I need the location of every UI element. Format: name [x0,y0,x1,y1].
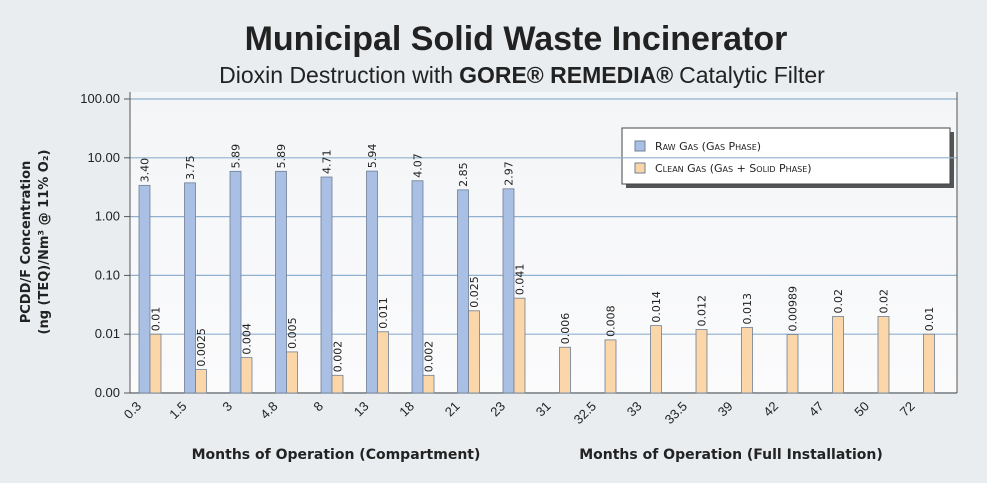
bar [468,310,480,394]
bar [650,325,662,394]
value-label: 0.0025 [195,328,208,367]
value-label: 0.002 [332,341,345,373]
x-tick-label: 13 [351,399,372,420]
subtitle-part: Catalytic Filter [679,62,825,88]
x-tick-label: 3 [219,399,235,415]
bar [457,189,469,394]
y-tick-label: 0.10 [95,267,120,282]
legend-label: Clean Gas (Gas + Solid Phase) [655,162,812,175]
x-tick-label: 72 [897,399,918,420]
value-label: 0.013 [741,293,754,325]
bar [331,374,344,394]
x-tick-label: 32.5 [571,399,600,428]
value-label: 5.94 [366,144,379,169]
y-tick-label: 0.00 [95,385,120,400]
x-tick-label: 18 [396,399,417,420]
value-label: 0.01 [150,307,163,332]
bar [275,170,287,394]
subtitle-part: Dioxin Destruction with [219,62,453,88]
x-tick-label: 4.8 [257,399,280,422]
bar [366,170,378,394]
bar [286,351,298,394]
value-label: 0.01 [923,307,936,332]
y-axis-title: PCDD/F Concentration [19,161,34,324]
y-tick-label: 0.01 [95,326,120,341]
bar [138,184,151,394]
x-tick-label: 47 [806,399,827,420]
value-label: 0.025 [468,276,481,308]
bar [513,297,526,394]
x-tick-label: 42 [760,399,781,420]
value-label: 0.02 [878,289,891,314]
x-tick-label: 23 [487,399,508,420]
bar [377,331,389,394]
value-label: 5.89 [275,144,288,169]
bar [229,170,242,394]
legend-swatch [634,162,646,174]
value-label: 3.75 [184,155,197,180]
x-tick-label: 21 [442,399,463,420]
bar [184,182,196,394]
bar [604,339,617,394]
legend-box [621,127,951,185]
bar [422,374,435,394]
bar [320,176,333,394]
value-label: 4.71 [321,150,334,175]
value-label: 3.40 [139,158,152,183]
value-label: 0.004 [241,323,254,355]
x-tick-label: 1.5 [166,399,189,422]
value-label: 0.011 [377,297,390,329]
x-axis-title: Months of Operation (Compartment) [192,447,481,463]
chart-subtitle: Dioxin Destruction with GORE® REMEDIA® Cat… [219,62,825,88]
value-label: 0.002 [423,341,436,373]
y-tick-label: 100.00 [80,91,120,106]
bar [923,333,935,394]
value-label: 0.014 [650,291,663,323]
bar [195,369,207,394]
bar [502,188,515,394]
bar [695,329,708,394]
y-tick-label: 10.00 [87,150,120,165]
value-label: 4.07 [412,153,425,178]
value-label: 0.041 [514,264,527,296]
bar [149,333,162,394]
value-label: 0.006 [559,313,572,345]
y-axis-title: (ng (TEQ)/Nm³ @ 11% O₂) [37,150,52,335]
bar [877,316,890,394]
value-label: 2.97 [503,161,516,186]
legend: Raw Gas (Gas Phase) Clean Gas (Gas + Soli… [621,127,954,188]
legend-swatch [634,140,646,152]
x-tick-label: 39 [715,399,736,420]
x-tick-label: 0.3 [121,399,144,422]
x-tick-label: 31 [533,399,554,420]
chart-title: Municipal Solid Waste Incinerator [245,20,788,58]
bar [786,334,799,394]
value-label: 5.89 [230,144,243,169]
value-label: 2.85 [457,162,470,187]
value-label: 0.005 [286,317,299,349]
x-tick-label: 33.5 [662,399,691,428]
value-label: 0.012 [696,295,709,327]
x-tick-label: 33 [624,399,645,420]
bar [240,357,253,394]
value-label: 0.02 [832,289,845,314]
x-axis-title: Months of Operation (Full Installation) [579,447,883,463]
bar [741,327,753,394]
legend-label: Raw Gas (Gas Phase) [655,140,761,153]
value-label: 0.00989 [787,286,800,332]
y-tick-label: 1.00 [95,209,120,224]
x-tick-label: 8 [310,399,326,415]
bar [559,346,571,394]
bar [832,316,844,394]
value-label: 0.008 [605,305,618,337]
subtitle-part: GORE® REMEDIA® [459,62,673,88]
bar [411,180,424,394]
x-tick-label: 50 [851,399,872,420]
